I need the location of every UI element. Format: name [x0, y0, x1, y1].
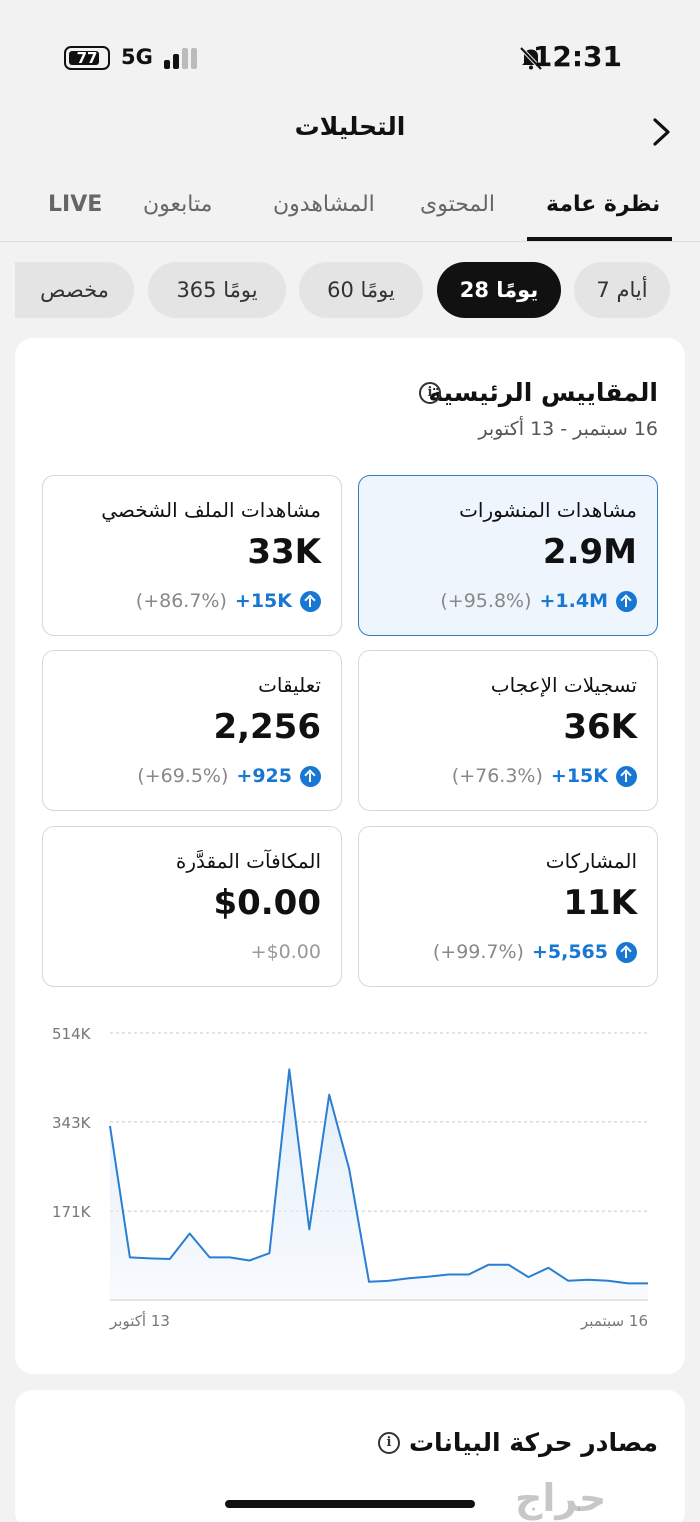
range-7-days[interactable]: 7 أيام	[574, 262, 670, 318]
metric-change: (+86.7%) +15K	[136, 590, 321, 612]
metric-change-value: +$0.00	[250, 941, 321, 963]
metric-estimated-rewards[interactable]: المكافآت المقدَّرة $0.00 +$0.00	[42, 826, 342, 987]
range-custom[interactable]: مخصص	[15, 262, 134, 318]
range-28-days[interactable]: 28 يومًا	[437, 262, 561, 318]
metric-shares[interactable]: المشاركات 11K (+99.7%) +5,565	[358, 826, 658, 987]
metric-change-pct: (+95.8%)	[440, 590, 532, 612]
metric-change-pct: (+86.7%)	[135, 590, 227, 612]
x-label-left: 13 أكتوبر	[109, 1311, 170, 1330]
range-365-days[interactable]: 365 يومًا	[148, 262, 286, 318]
tab-live[interactable]: LIVE	[48, 192, 103, 217]
page-title: التحليلات	[294, 112, 406, 141]
metric-change-delta: +5,565	[531, 941, 608, 963]
metric-change: (+99.7%) +5,565	[433, 941, 637, 963]
arrow-up-icon	[616, 765, 637, 787]
info-icon[interactable]: i	[378, 1432, 400, 1454]
metric-change-delta: +925	[236, 765, 292, 787]
metric-likes[interactable]: تسجيلات الإعجاب 36K (+76.3%) +15K	[358, 650, 658, 811]
network-type: 5G	[121, 45, 153, 69]
info-icon[interactable]: i	[419, 382, 441, 404]
metric-change: +$0.00	[251, 941, 321, 963]
arrow-up-icon	[616, 590, 637, 612]
tab-viewers[interactable]: المشاهدون	[273, 192, 375, 217]
arrow-up-icon	[300, 590, 321, 612]
y-tick-label: 514K	[52, 1025, 92, 1043]
metric-comments[interactable]: تعليقات 2,256 (+69.5%) +925	[42, 650, 342, 811]
tab-content[interactable]: المحتوى	[420, 192, 495, 217]
back-chevron-icon[interactable]	[646, 112, 680, 152]
arrow-up-icon	[300, 765, 321, 787]
silent-bell-icon	[519, 46, 543, 71]
range-60-days[interactable]: 60 يومًا	[299, 262, 423, 318]
metric-value: 2,256	[213, 707, 321, 747]
x-label-right: 16 سبتمبر	[580, 1312, 648, 1330]
metric-value: 36K	[563, 707, 637, 747]
tab-overview[interactable]: نظرة عامة	[546, 192, 661, 217]
metric-change-pct: (+76.3%)	[451, 765, 543, 787]
traffic-sources-title: مصادر حركة البيانات	[408, 1428, 658, 1457]
clock: 12:31	[532, 40, 622, 73]
metric-label: مشاهدات الملف الشخصي	[101, 498, 321, 522]
metric-post-views[interactable]: مشاهدات المنشورات 2.9M (+95.8%) +1.4M	[358, 475, 658, 636]
date-range: 16 سبتمبر - 13 أكتوبر	[478, 418, 658, 440]
series-line	[109, 1068, 648, 1285]
status-bar: 77 5G 12:31	[0, 0, 700, 110]
metric-change-delta: +15K	[550, 765, 608, 787]
y-tick-label: 171K	[52, 1203, 92, 1221]
metric-value: 33K	[247, 532, 321, 572]
metric-label: تعليقات	[258, 673, 321, 697]
battery-icon: 77	[64, 46, 110, 70]
metric-profile-views[interactable]: مشاهدات الملف الشخصي 33K (+86.7%) +15K	[42, 475, 342, 636]
post-views-chart: 514K 343K 171K 13 أكتوبر 16 سبتمبر	[52, 1025, 649, 1330]
arrow-up-icon	[616, 941, 637, 963]
tab-followers[interactable]: متابعون	[143, 192, 213, 217]
metric-value: $0.00	[213, 883, 321, 923]
metric-change-delta: +15K	[234, 590, 292, 612]
metric-label: تسجيلات الإعجاب	[490, 673, 637, 697]
battery-level: 77	[76, 49, 98, 67]
series-area	[110, 1069, 648, 1300]
y-tick-label: 343K	[52, 1114, 92, 1132]
metric-change: (+69.5%) +925	[137, 765, 321, 787]
metric-change: (+76.3%) +15K	[452, 765, 637, 787]
metric-change: (+95.8%) +1.4M	[440, 590, 637, 612]
active-tab-indicator	[527, 237, 672, 241]
signal-icon	[164, 47, 200, 69]
metric-value: 11K	[563, 883, 637, 923]
tab-bar: نظرة عامة المحتوى المشاهدون متابعون LIVE	[0, 180, 700, 242]
home-indicator[interactable]	[225, 1500, 475, 1508]
metric-label: المكافآت المقدَّرة	[175, 849, 321, 873]
watermark-logo: حراج	[515, 1476, 607, 1520]
metric-value: 2.9M	[542, 532, 637, 572]
metric-change-delta: +1.4M	[539, 590, 609, 612]
metric-label: مشاهدات المنشورات	[459, 498, 637, 522]
metric-change-pct: (+69.5%)	[137, 765, 229, 787]
key-metrics-title: المقاييس الرئيسية	[428, 378, 658, 407]
metric-label: المشاركات	[545, 849, 637, 873]
metric-change-pct: (+99.7%)	[432, 941, 524, 963]
